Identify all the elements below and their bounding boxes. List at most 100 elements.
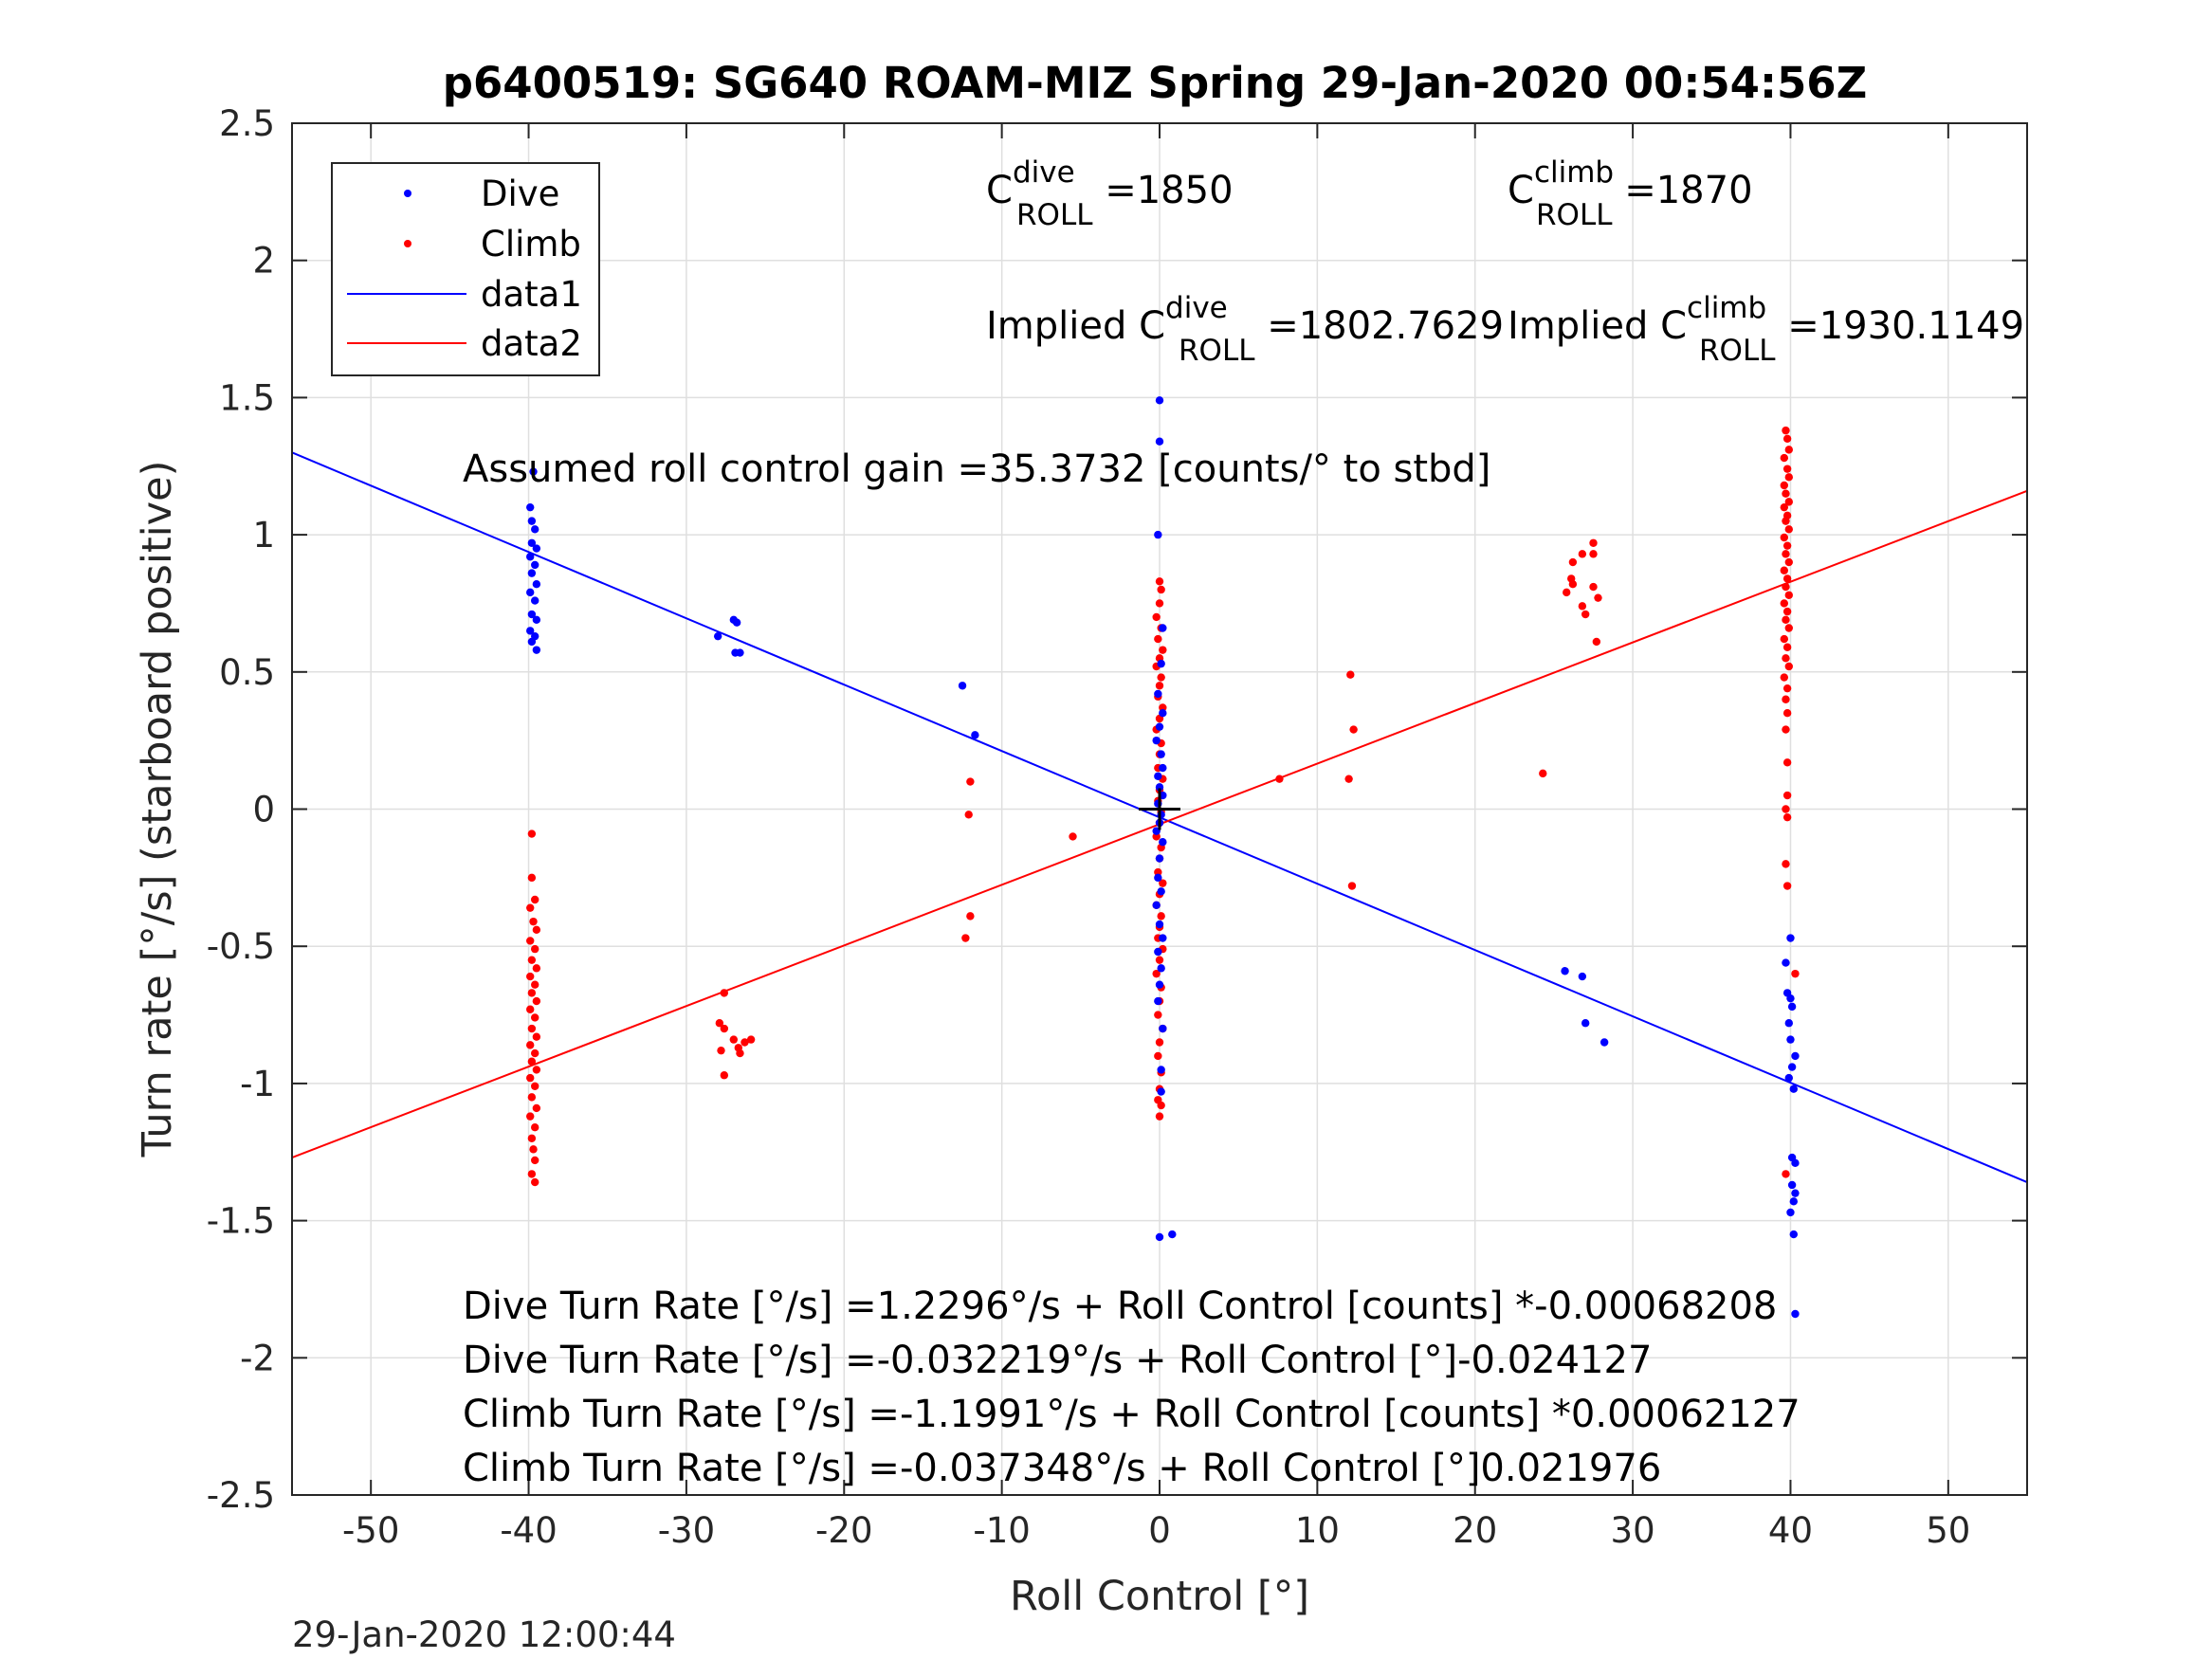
climb-point [532, 925, 541, 935]
fit-line-2: Dive Turn Rate [°/s] =-0.032219°/s + Rol… [463, 1339, 1652, 1382]
climb-point [964, 811, 973, 819]
climb-point [1784, 473, 1793, 482]
dive-point [1155, 920, 1164, 929]
climb-point [1568, 557, 1578, 567]
climb-point [526, 903, 535, 912]
climb-point [531, 895, 539, 904]
climb-point [1780, 634, 1789, 644]
y-tick-label: -2.5 [207, 1475, 275, 1516]
climb-point [1155, 682, 1164, 690]
legend-box [331, 162, 600, 376]
climb-point [527, 830, 537, 838]
legend-dive-label: Dive [481, 173, 559, 214]
implied-climb-prefix: Implied C [1508, 304, 1687, 348]
dive-point [958, 682, 967, 690]
climb-point [531, 1177, 539, 1187]
c-roll-climb-prefix: C [1508, 169, 1534, 212]
climb-point [527, 1170, 537, 1178]
dive-point [1791, 1309, 1800, 1319]
climb-point [1589, 582, 1598, 592]
climb-point [532, 996, 541, 1006]
dive-point [526, 627, 535, 635]
implied-climb-sub: ROLL [1699, 334, 1776, 368]
climb-point [1782, 654, 1790, 663]
dive-point [1791, 1189, 1800, 1197]
climb-point [1154, 634, 1162, 644]
dive-point [736, 648, 744, 657]
climb-point [1155, 956, 1164, 964]
dive-point [1157, 1066, 1165, 1074]
dive-point [1155, 1232, 1164, 1242]
climb-point [526, 937, 535, 945]
climb-point [1592, 637, 1601, 647]
climb-point [1782, 758, 1792, 767]
climb-point [1567, 574, 1576, 583]
dive-point [1782, 958, 1790, 967]
climb-point [526, 1005, 535, 1013]
dive-point [531, 560, 539, 570]
climb-point [526, 972, 535, 981]
c-roll-dive-value: =1850 [1092, 169, 1233, 212]
dive-point [1155, 722, 1164, 731]
climb-point [1782, 489, 1790, 498]
dive-point [1159, 838, 1167, 847]
y-tick-label: 2.5 [219, 103, 275, 144]
climb-point [1782, 695, 1790, 703]
y-ticks: -2.5 -2 -1.5 -1 -0.5 0 0.5 1 1.5 2 2.5 [207, 103, 2027, 1516]
x-tick-label: 30 [1611, 1510, 1655, 1551]
dive-point [1154, 947, 1162, 957]
climb-point [531, 1123, 539, 1132]
climb-point [1159, 703, 1167, 712]
climb-point [1784, 498, 1793, 506]
implied-climb-value: =1930.1149 [1775, 304, 2024, 348]
climb-point [1784, 525, 1793, 534]
climb-point [720, 1024, 729, 1033]
climb-point [1344, 775, 1353, 783]
climb-point [1563, 588, 1571, 597]
x-tick-label: 10 [1295, 1510, 1340, 1551]
climb-point [1782, 550, 1790, 558]
dive-point [1155, 980, 1164, 989]
climb-point [1784, 624, 1793, 632]
dive-point [1154, 530, 1162, 539]
climb-point [1782, 426, 1790, 435]
c-roll-dive-prefix: C [986, 169, 1013, 212]
dive-point [1786, 994, 1795, 1003]
c-roll-dive-sup: dive [1013, 155, 1075, 190]
climb-point [961, 934, 970, 942]
climb-point [746, 1035, 756, 1044]
climb-point [1581, 610, 1590, 619]
climb-point [1155, 1038, 1164, 1047]
climb-point [1784, 591, 1793, 599]
implied-climb-sup: climb [1687, 291, 1766, 325]
climb-point [526, 1073, 535, 1083]
dive-point [1561, 967, 1569, 975]
climb-point [1154, 1051, 1162, 1061]
dive-point [1786, 1035, 1795, 1044]
fit-line-4: Climb Turn Rate [°/s] =-0.037348°/s + Ro… [463, 1447, 1661, 1490]
plot-area [291, 396, 2028, 1319]
x-tick-label: 0 [1148, 1510, 1171, 1551]
climb-point [1784, 557, 1793, 567]
dive-point [1600, 1038, 1609, 1047]
climb-point [1780, 566, 1789, 574]
climb-point [1782, 607, 1792, 616]
y-axis-label: Turn rate [°/s] (starboard positive) [134, 461, 181, 1158]
dive-point [1581, 1019, 1590, 1028]
climb-point [1782, 643, 1792, 651]
climb-point [1152, 612, 1161, 622]
y-tick-label: 2 [252, 241, 275, 282]
c-roll-climb-annotation: Cclimb ROLL =1870 [1508, 155, 1753, 232]
climb-point [527, 1093, 537, 1102]
climb-point [1780, 481, 1789, 490]
dive-point [531, 596, 539, 605]
climb-point [1782, 882, 1792, 890]
climb-point [1154, 1011, 1162, 1019]
climb-point [1157, 912, 1165, 921]
climb-point [736, 1048, 744, 1058]
dive-point [1787, 1002, 1797, 1012]
dive-point [1154, 772, 1162, 780]
climb-point [532, 964, 541, 973]
climb-point [1155, 599, 1164, 608]
legend-climb-label: Climb [481, 224, 581, 264]
